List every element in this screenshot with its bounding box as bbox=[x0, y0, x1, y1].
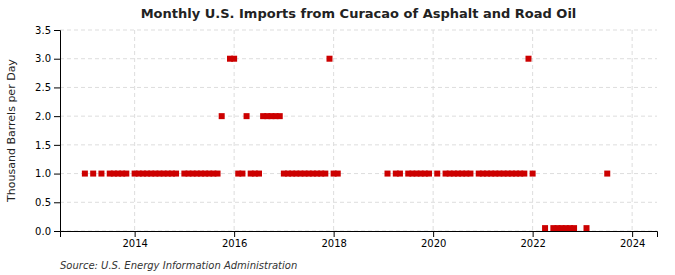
y-tick-label: 2.0 bbox=[35, 111, 51, 122]
point bbox=[467, 171, 473, 177]
y-tick-mark bbox=[54, 145, 60, 146]
y-axis: 0.0 0.5 1.0 1.5 2.0 2.5 3.0 3.5 bbox=[35, 25, 60, 237]
point bbox=[231, 56, 237, 62]
y-tick-label: 3.0 bbox=[35, 53, 51, 64]
y-tick: 3.5 bbox=[35, 25, 60, 36]
point bbox=[215, 171, 221, 177]
point bbox=[525, 56, 531, 62]
y-axis-title: Thousand Barrels per Day bbox=[5, 59, 18, 203]
point bbox=[98, 171, 104, 177]
x-tick-mark bbox=[433, 231, 434, 237]
point bbox=[123, 171, 129, 177]
y-tick-mark bbox=[54, 59, 60, 60]
grid-line-x bbox=[532, 30, 533, 231]
point bbox=[434, 171, 440, 177]
y-tick-mark bbox=[54, 202, 60, 203]
x-axis-line bbox=[61, 232, 658, 238]
title: Monthly U.S. Imports from Curacao of Asp… bbox=[141, 6, 577, 21]
grid-line-y bbox=[60, 58, 657, 59]
point bbox=[322, 171, 328, 177]
point bbox=[584, 225, 590, 231]
x-tick: 2022 bbox=[520, 231, 545, 249]
y-tick: 0.0 bbox=[35, 226, 60, 237]
point bbox=[326, 56, 332, 62]
x-tick-label: 2018 bbox=[321, 238, 346, 249]
point bbox=[397, 171, 403, 177]
x-tick-label: 2020 bbox=[421, 238, 446, 249]
x-tick: 2014 bbox=[122, 231, 147, 249]
x-tick-mark bbox=[533, 231, 534, 237]
grid-line-x bbox=[632, 30, 633, 231]
y-tick-mark bbox=[54, 116, 60, 117]
point bbox=[244, 113, 250, 119]
point bbox=[426, 171, 432, 177]
x-tick-mark bbox=[632, 231, 633, 237]
y-tick-label: 0.0 bbox=[35, 226, 51, 237]
point bbox=[542, 225, 548, 231]
plot: 2014 2016 2018 2020 2022 2024 0.0 0.5 1.0 1.5 2.0 2… bbox=[35, 25, 657, 249]
grid bbox=[60, 30, 657, 231]
y-tick: 3.0 bbox=[35, 53, 60, 64]
y-tick-mark bbox=[54, 87, 60, 88]
point bbox=[239, 171, 245, 177]
points bbox=[82, 56, 610, 231]
x-tick-label: 2014 bbox=[122, 238, 147, 249]
x-tick-label: 2024 bbox=[620, 238, 645, 249]
y-tick-mark bbox=[54, 174, 60, 175]
point bbox=[521, 171, 527, 177]
y-tick: 0.5 bbox=[35, 197, 60, 208]
y-axis-line bbox=[54, 31, 61, 232]
point bbox=[173, 171, 179, 177]
grid-line-y bbox=[60, 202, 657, 203]
y-tick-label: 0.5 bbox=[35, 197, 51, 208]
y-tick-label: 1.5 bbox=[35, 140, 51, 151]
x-tick-mark bbox=[234, 231, 235, 237]
point bbox=[530, 171, 536, 177]
x-tick-label: 2022 bbox=[520, 238, 545, 249]
x-axis: 2014 2016 2018 2020 2022 2024 bbox=[61, 231, 658, 249]
y-tick-mark bbox=[54, 231, 60, 232]
source: Source: U.S. Energy Information Administ… bbox=[60, 260, 297, 271]
x-tick: 2024 bbox=[620, 231, 645, 249]
y-tick-mark bbox=[54, 30, 60, 31]
y-tick: 2.0 bbox=[35, 111, 60, 122]
point bbox=[604, 171, 610, 177]
point bbox=[82, 171, 88, 177]
grid-line-y bbox=[60, 144, 657, 145]
point bbox=[256, 171, 262, 177]
x-tick: 2018 bbox=[321, 231, 346, 249]
point bbox=[90, 171, 96, 177]
point bbox=[277, 113, 283, 119]
y-tick: 1.0 bbox=[35, 168, 60, 179]
grid-line-x bbox=[433, 30, 434, 231]
point bbox=[335, 171, 341, 177]
point bbox=[219, 113, 225, 119]
y-tick-label: 3.5 bbox=[35, 25, 51, 36]
grid-line-x bbox=[134, 30, 135, 231]
x-tick: 2020 bbox=[421, 231, 446, 249]
grid-line-x bbox=[333, 30, 334, 231]
grid-line-y bbox=[60, 87, 657, 88]
y-tick-label: 2.5 bbox=[35, 82, 51, 93]
y-tick-label: 1.0 bbox=[35, 168, 51, 179]
y-tick: 1.5 bbox=[35, 140, 60, 151]
point bbox=[385, 171, 391, 177]
chart: 2014 2016 2018 2020 2022 2024 0.0 0.5 1.0 1.5 2.0 2… bbox=[0, 0, 675, 275]
grid-line-y bbox=[60, 30, 657, 31]
x-tick-mark bbox=[334, 231, 335, 237]
x-tick: 2016 bbox=[222, 231, 247, 249]
x-tick-mark bbox=[135, 231, 136, 237]
y-tick: 2.5 bbox=[35, 82, 60, 93]
x-tick-label: 2016 bbox=[222, 238, 247, 249]
point bbox=[571, 225, 577, 231]
grid-line-y bbox=[60, 116, 657, 117]
